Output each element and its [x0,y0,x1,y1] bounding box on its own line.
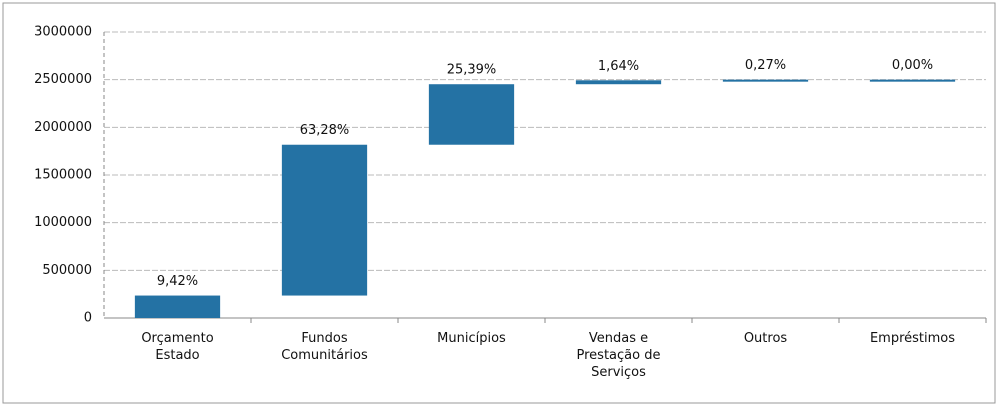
data-label: 0,27% [745,58,786,73]
y-tick-label: 500000 [42,263,92,278]
x-tick-label: Empréstimos [869,331,956,346]
bar [869,79,956,82]
x-tick-label: Outros [743,331,788,346]
y-tick-label: 3000000 [34,25,92,40]
y-tick-label: 2000000 [34,120,92,135]
data-label: 0,00% [892,58,933,73]
bar [281,144,368,296]
x-tick-label: Fundos Comunitários [281,331,368,363]
bar [575,80,662,85]
bar [722,79,809,82]
y-tick-label: 1500000 [34,168,92,183]
y-tick-label: 2500000 [34,72,92,87]
data-label: 25,39% [447,63,497,78]
data-label: 63,28% [300,123,350,138]
x-tick-label: Vendas e Prestação de Serviços [576,331,661,380]
y-tick-label: 0 [84,311,92,326]
bar [134,295,221,318]
data-label: 1,64% [598,59,639,74]
data-label: 9,42% [157,274,198,289]
x-tick-label: Municípios [437,331,506,346]
y-tick-label: 1000000 [34,215,92,230]
x-tick-label: Orçamento Estado [141,331,214,363]
bar [428,84,515,145]
